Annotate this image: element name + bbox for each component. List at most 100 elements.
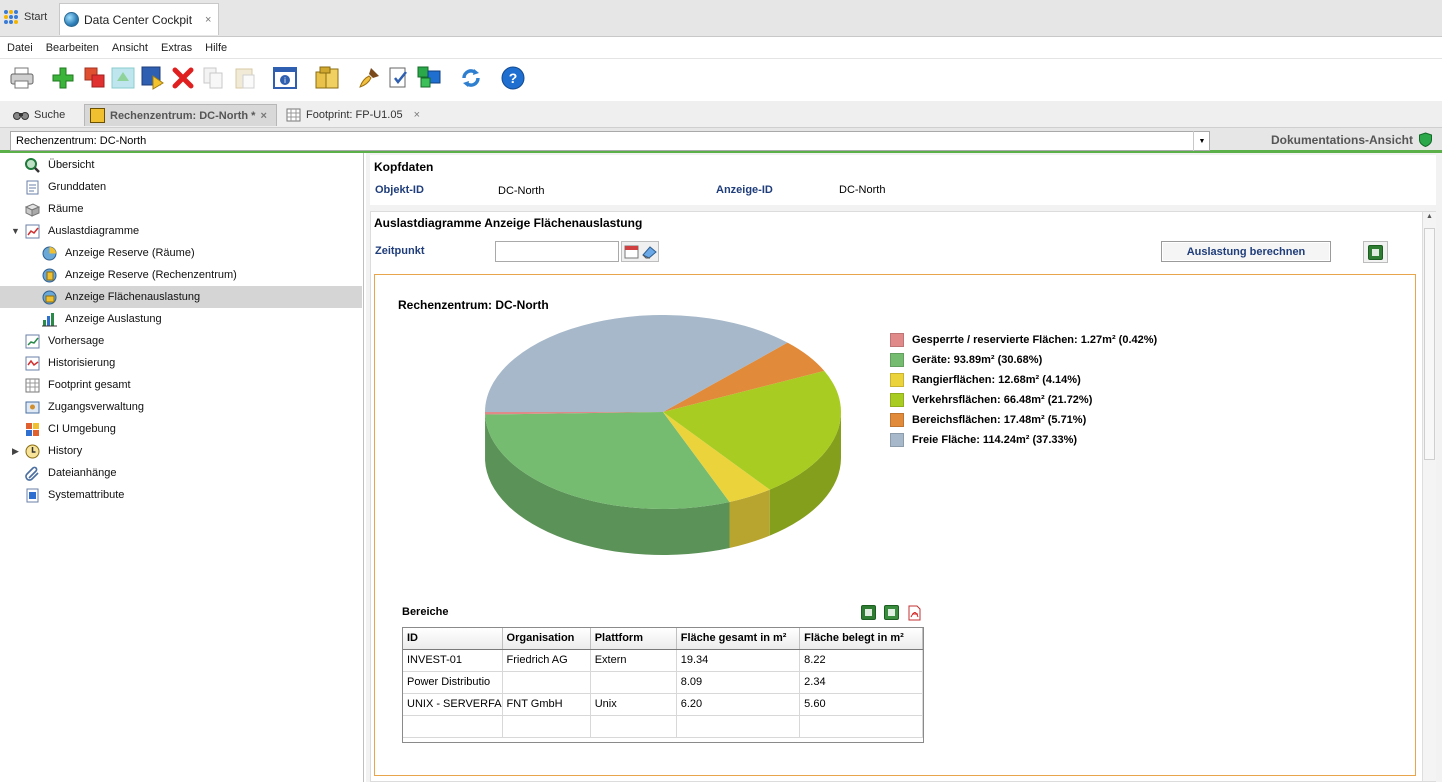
vertical-scrollbar[interactable]: ▲ xyxy=(1422,212,1436,781)
help-icon[interactable]: ? xyxy=(500,65,526,91)
globe-icon xyxy=(64,12,79,27)
cockpit-tab[interactable]: Data Center Cockpit × xyxy=(59,3,219,35)
auslast-title: Auslastdiagramme Anzeige Flächenauslastu… xyxy=(374,216,643,230)
run-icon[interactable] xyxy=(140,65,166,91)
close-icon[interactable]: × xyxy=(260,109,267,122)
anzeige-id-value: DC-North xyxy=(839,184,886,196)
excel-export-icon[interactable] xyxy=(884,605,899,620)
table-row[interactable] xyxy=(403,715,923,738)
tab-suche[interactable]: Suche xyxy=(8,104,70,126)
excel-export-button[interactable] xyxy=(1363,241,1388,263)
sidebar-item-anzeige-auslastung[interactable]: Anzeige Auslastung xyxy=(0,308,362,330)
sidebar-item-dateianhaenge[interactable]: Dateianhänge xyxy=(0,462,362,484)
legend-swatch xyxy=(890,333,904,347)
auslastdiagramm-panel: Auslastdiagramme Anzeige Flächenauslastu… xyxy=(370,211,1436,782)
sidebar-item-uebersicht[interactable]: Übersicht xyxy=(0,154,362,176)
tab-footprint[interactable]: Footprint: FP-U1.05 × xyxy=(281,104,425,126)
doc-view-label[interactable]: Dokumentations-Ansicht xyxy=(1271,133,1414,147)
shield-icon[interactable] xyxy=(1418,132,1433,147)
calculate-button[interactable]: Auslastung berechnen xyxy=(1161,241,1331,262)
table-cell: INVEST-01 xyxy=(403,649,503,672)
menu-bar: Datei Bearbeiten Ansicht Extras Hilfe xyxy=(0,38,1442,58)
menu-ansicht[interactable]: Ansicht xyxy=(111,42,148,54)
start-tab[interactable]: Start xyxy=(0,4,58,30)
excel-icon[interactable] xyxy=(861,605,876,620)
column-header[interactable]: Organisation xyxy=(502,628,591,650)
sidebar-item-auslastdiagramme[interactable]: ▼ Auslastdiagramme xyxy=(0,220,362,242)
table-row[interactable]: Power Distributio 8.09 2.34 xyxy=(403,671,923,694)
sidebar-item-flaechenauslastung[interactable]: Anzeige Flächenauslastung xyxy=(0,286,362,308)
tab-rechenzentrum-label: Rechenzentrum: DC-North * xyxy=(110,109,256,122)
sidebar-item-reserve-rechenzentrum[interactable]: Anzeige Reserve (Rechenzentrum) xyxy=(0,264,362,286)
sidebar-item-vorhersage[interactable]: Vorhersage xyxy=(0,330,362,352)
sidebar-item-systemattribute[interactable]: Systemattribute xyxy=(0,484,362,506)
zeitpunkt-input[interactable] xyxy=(495,241,619,262)
table-row[interactable]: UNIX - SERVERFA FNT GmbH Unix 6.20 5.60 xyxy=(403,693,923,716)
sidebar-item-zugangsverwaltung[interactable]: Zugangsverwaltung xyxy=(0,396,362,418)
tab-rechenzentrum[interactable]: Rechenzentrum: DC-North * × xyxy=(84,104,277,126)
legend-swatch xyxy=(890,393,904,407)
chart-title: Rechenzentrum: DC-North xyxy=(398,298,549,312)
expander-closed-icon[interactable]: ▶ xyxy=(12,445,19,456)
add-icon[interactable] xyxy=(50,65,76,91)
globe-chart-icon xyxy=(42,268,57,282)
bereiche-export-toolbar xyxy=(861,605,922,621)
brush-icon[interactable] xyxy=(356,65,382,91)
sidebar-item-reserve-raeume[interactable]: Anzeige Reserve (Räume) xyxy=(0,242,362,264)
object-selector-bar: Rechenzentrum: DC-North ▼ Dokumentations… xyxy=(0,127,1442,153)
sidebar-item-raeume[interactable]: Räume xyxy=(0,198,362,220)
eraser-icon[interactable] xyxy=(641,245,657,259)
menu-hilfe[interactable]: Hilfe xyxy=(205,42,228,54)
table-cell xyxy=(502,671,591,694)
globe-chart-icon xyxy=(42,246,57,260)
table-row[interactable]: INVEST-01 Friedrich AG Extern 19.34 8.22 xyxy=(403,649,923,672)
close-icon[interactable]: × xyxy=(205,13,212,26)
chevron-down-icon[interactable]: ▼ xyxy=(1193,131,1210,151)
footprint-icon xyxy=(25,378,40,392)
legend-label: Rangierflächen: 12.68m² (4.14%) xyxy=(912,374,1081,386)
refresh-icon[interactable] xyxy=(458,65,484,91)
expander-open-icon[interactable]: ▼ xyxy=(11,226,20,236)
menu-datei[interactable]: Datei xyxy=(7,42,33,54)
table-cell: 8.22 xyxy=(799,649,923,672)
chart-icon xyxy=(25,356,40,370)
menu-bearbeiten[interactable]: Bearbeiten xyxy=(45,42,99,54)
sidebar-item-label: Übersicht xyxy=(48,159,95,171)
table-cell xyxy=(799,715,923,738)
column-header[interactable]: ID xyxy=(403,628,503,650)
printer-icon[interactable] xyxy=(9,65,35,91)
sidebar-item-history[interactable]: ▶ History xyxy=(0,440,362,462)
pie-slice xyxy=(663,412,770,502)
sidebar-item-grunddaten[interactable]: Grunddaten xyxy=(0,176,362,198)
scroll-up-icon[interactable]: ▲ xyxy=(1426,213,1433,220)
checklist-icon[interactable] xyxy=(386,65,412,91)
copy-objects-icon[interactable] xyxy=(82,65,108,91)
delete-icon[interactable] xyxy=(170,65,196,91)
sidebar-item-footprint-gesamt[interactable]: Footprint gesamt xyxy=(0,374,362,396)
properties-icon[interactable]: i xyxy=(272,65,298,91)
legend-swatch xyxy=(890,433,904,447)
legend-label: Verkehrsflächen: 66.48m² (21.72%) xyxy=(912,394,1093,406)
scrollbar-thumb[interactable] xyxy=(1424,228,1435,460)
close-icon[interactable]: × xyxy=(413,109,421,121)
main-content: Kopfdaten Objekt-ID DC-North Anzeige-ID … xyxy=(366,153,1442,782)
sidebar-item-historisierung[interactable]: Historisierung xyxy=(0,352,362,374)
menu-extras[interactable]: Extras xyxy=(160,42,193,54)
pdf-icon[interactable] xyxy=(907,605,922,621)
tab-footprint-label: Footprint: FP-U1.05 xyxy=(306,109,403,121)
legend-item: Bereichsflächen: 17.48m² (5.71%) xyxy=(890,412,1086,428)
table-cell xyxy=(502,715,591,738)
column-header[interactable]: Plattform xyxy=(590,628,677,650)
access-icon xyxy=(25,401,40,413)
binoculars-icon xyxy=(13,112,29,120)
copy-icon[interactable] xyxy=(200,65,226,91)
paste-icon[interactable] xyxy=(232,65,258,91)
column-header[interactable]: Fläche gesamt in m² xyxy=(676,628,801,650)
calendar-icon[interactable] xyxy=(624,244,639,259)
column-header[interactable]: Fläche belegt in m² xyxy=(799,628,923,650)
sidebar-item-ci-umgebung[interactable]: CI Umgebung xyxy=(0,418,362,440)
cabinet-icon[interactable] xyxy=(314,65,340,91)
object-select[interactable]: Rechenzentrum: DC-North xyxy=(10,131,1210,151)
up-level-icon[interactable] xyxy=(110,65,136,91)
cubes-icon[interactable] xyxy=(416,65,442,91)
